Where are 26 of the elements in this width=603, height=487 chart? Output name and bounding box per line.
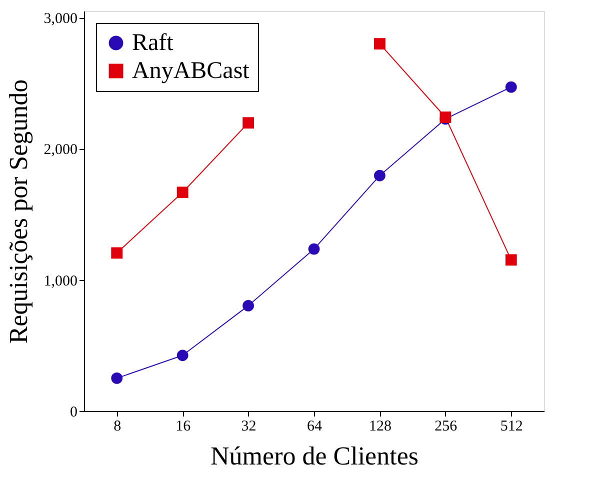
point [111, 247, 123, 259]
point [374, 38, 386, 50]
y-tick-label: 2,000 [44, 142, 78, 158]
x-tick-label: 512 [500, 418, 523, 434]
x-tick-label: 64 [307, 418, 322, 434]
point [111, 372, 123, 384]
x-tick-label: 256 [434, 418, 458, 434]
legend-label: AnyABCast [132, 58, 250, 84]
point [308, 243, 320, 255]
point [505, 254, 517, 266]
x-tick-label: 16 [176, 418, 192, 434]
x-tick-label: 32 [241, 418, 256, 434]
point [242, 300, 254, 312]
point [176, 350, 188, 362]
x-axis-title: Número de Clientes [210, 442, 418, 470]
y-tick-label: 0 [70, 404, 78, 420]
legend-label: Raft [132, 30, 174, 56]
y-axis-title: Requisições por Segundo [4, 79, 33, 344]
y-tick-label: 1,000 [44, 273, 78, 290]
point [242, 117, 254, 129]
point [176, 186, 188, 198]
point [374, 170, 386, 182]
y-tick-label: 3,000 [44, 11, 78, 28]
point [505, 81, 517, 93]
x-tick-label: 8 [114, 418, 122, 434]
x-tick-label: 128 [368, 418, 392, 434]
